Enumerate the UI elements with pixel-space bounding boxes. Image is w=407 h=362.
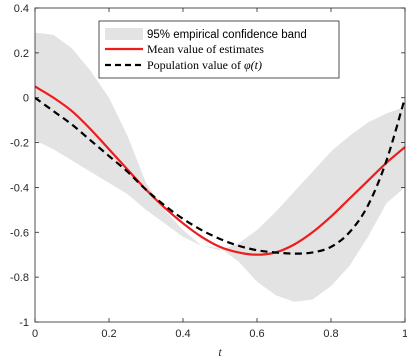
x-axis-label: t: [218, 345, 222, 359]
y-tick-label: -1: [19, 317, 29, 329]
confidence-band: [35, 32, 405, 302]
y-tick-label: -0.8: [10, 272, 29, 284]
x-tick-label: 0.4: [175, 328, 190, 340]
x-tick-label: 0.6: [249, 328, 264, 340]
x-tick-label: 0.8: [323, 328, 338, 340]
y-tick-label: 0.2: [14, 48, 29, 60]
y-tick-label: -0.2: [10, 138, 29, 150]
legend-swatch-band: [105, 28, 143, 40]
legend-label-population: Population value of φ(t): [147, 58, 262, 72]
legend-label-population-math: φ(t): [244, 58, 262, 72]
x-tick-label: 0.2: [101, 328, 116, 340]
y-tick-label: -0.6: [10, 227, 29, 239]
legend-label-population-prefix: Population value of: [147, 58, 244, 72]
legend-label-mean: Mean value of estimates: [147, 42, 264, 56]
legend-label-band: 95% empirical confidence band: [147, 29, 307, 41]
y-tick-label: -0.4: [10, 182, 29, 194]
y-tick-label: 0.4: [14, 3, 29, 15]
series-layer: [35, 85, 405, 256]
axis-layer: 0 0.2 0.4 0.6 0.8 1 0.4 0.2 0 -0.2 -0.4 -0.6 -0.8 -1: [10, 3, 407, 340]
y-tick-label: 0: [23, 93, 29, 105]
series-line-mean: [35, 85, 405, 256]
legend: 95% empirical confidence band Mean value…: [98, 20, 340, 79]
x-tick-label: 1: [402, 328, 407, 340]
series-line-population: [35, 96, 405, 255]
x-tick-label: 0: [32, 328, 38, 340]
confidence-band-layer: [35, 32, 405, 302]
plot-frame: [34, 7, 406, 323]
